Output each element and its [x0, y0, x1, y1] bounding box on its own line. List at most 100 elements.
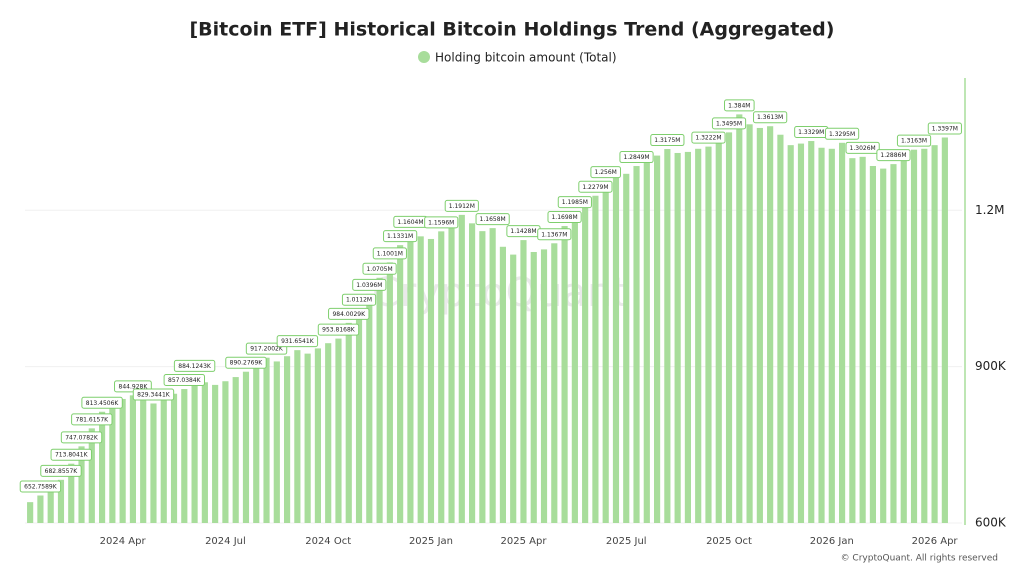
callout-box [590, 166, 621, 179]
bar [140, 400, 147, 523]
bar [839, 142, 846, 523]
bar [355, 308, 363, 523]
bar [37, 495, 44, 523]
bar [314, 348, 321, 523]
callout: 1.3175M [650, 134, 685, 147]
x-tick-label: 2025 Apr [501, 536, 548, 547]
callout: 1.3295M [824, 127, 860, 140]
bar [109, 405, 116, 523]
callout-box [362, 262, 397, 275]
callout-box [475, 213, 510, 226]
bar [664, 149, 671, 523]
bar [345, 322, 352, 523]
callout-box [245, 342, 288, 355]
bar [561, 226, 568, 524]
chart-title: [Bitcoin ETF] Historical Bitcoin Holding… [190, 19, 835, 41]
bar [499, 246, 506, 523]
callout: 884.1243K [173, 359, 216, 372]
callout-box [71, 413, 113, 426]
callout: 1.1001M [372, 247, 407, 260]
callout-box [896, 134, 932, 147]
callout: 1.2886M [876, 149, 911, 162]
bar [695, 148, 702, 523]
data-label: 1.3026M [850, 145, 876, 152]
callout: 713.8041K [50, 448, 92, 461]
callout: 682.8557K [40, 464, 82, 477]
bar [88, 428, 95, 523]
callout-box [317, 323, 360, 336]
callout: 1.1367M [537, 228, 572, 241]
callout-box [876, 149, 911, 162]
data-label: 1.0112M [346, 297, 372, 304]
data-label: 1.2849M [623, 154, 649, 161]
bar [325, 343, 332, 523]
bar [284, 356, 291, 523]
y-tick-label: 600K [975, 516, 1007, 530]
callout-box [163, 374, 206, 387]
data-label: 931.6541K [281, 338, 315, 345]
data-label: 844.928K [119, 383, 149, 390]
callout-box [352, 278, 387, 291]
callout: 1.2279M [578, 180, 613, 193]
bar [520, 240, 527, 523]
callout-box [60, 431, 103, 444]
callout-box [691, 131, 726, 144]
x-tick-label: 2024 Jul [205, 536, 246, 547]
callout: 1.3026M [845, 141, 880, 154]
bar [674, 152, 681, 523]
data-label: 1.1912M [449, 203, 475, 210]
data-label: 1.0396M [356, 282, 382, 289]
bar [273, 361, 280, 523]
data-label: 1.384M [728, 102, 750, 109]
callout: 1.0705M [362, 262, 397, 275]
bar [129, 395, 136, 523]
bar [222, 381, 229, 523]
y-tick-label: 1.2M [975, 203, 1004, 217]
bar [931, 145, 938, 523]
callout: 747.0782K [60, 431, 103, 444]
data-label: 781.6157K [76, 416, 110, 423]
bar [643, 160, 650, 523]
bar [633, 166, 640, 523]
data-label: 682.8557K [45, 468, 79, 475]
callout: 1.3397M [927, 122, 962, 135]
data-label: 1.1367M [541, 231, 567, 238]
bar [212, 384, 219, 523]
bar [191, 374, 198, 523]
data-label: 652.7589K [24, 484, 58, 491]
bar [890, 164, 897, 523]
callout: 1.3163M [896, 134, 932, 147]
callout: 781.6157K [71, 413, 113, 426]
data-label: 890.2769K [230, 360, 264, 367]
bar [47, 487, 54, 523]
callout-box [132, 388, 175, 401]
bar [551, 243, 558, 523]
callout-box [341, 293, 377, 306]
bar [797, 143, 805, 523]
callout: 1.1604M [393, 215, 428, 228]
bar [612, 177, 620, 523]
x-tick-label: 2025 Jul [606, 536, 647, 547]
x-tick-label: 2026 Jan [810, 536, 854, 547]
data-label: 1.0705M [366, 266, 392, 273]
callout-box [424, 216, 459, 229]
data-label: 1.3613M [757, 114, 783, 121]
bar [448, 225, 455, 523]
bar [489, 228, 496, 523]
data-label: 1.1658M [480, 216, 506, 223]
callout: 1.256M [590, 166, 621, 179]
bar [828, 148, 835, 523]
x-tick-label: 2024 Oct [305, 536, 351, 547]
callout-box [547, 211, 582, 224]
callout: 829.3441K [132, 388, 175, 401]
bar [294, 350, 301, 523]
callout: 1.3222M [691, 131, 726, 144]
callout: 1.1428M [506, 225, 541, 238]
bar [746, 124, 753, 524]
callout: 1.1912M [444, 199, 479, 212]
callout-box [650, 134, 685, 147]
bar [941, 137, 948, 523]
data-label: 1.2279M [582, 184, 608, 191]
callout: 1.1658M [475, 213, 510, 226]
callout-box [619, 151, 654, 164]
